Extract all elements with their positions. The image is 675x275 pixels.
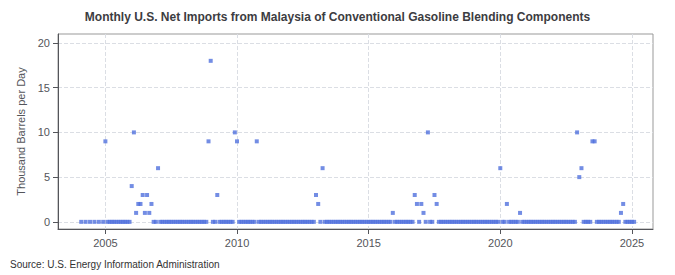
svg-text:Source: U.S. Energy Informatio: Source: U.S. Energy Information Administ… <box>10 259 220 270</box>
svg-text:2020: 2020 <box>488 237 512 249</box>
svg-text:15: 15 <box>38 82 50 94</box>
svg-text:Monthly U.S. Net Imports from: Monthly U.S. Net Imports from Malaysia o… <box>85 10 591 24</box>
svg-text:2005: 2005 <box>93 237 117 249</box>
svg-text:10: 10 <box>38 126 50 138</box>
svg-text:5: 5 <box>44 171 50 183</box>
svg-text:20: 20 <box>38 37 50 49</box>
svg-text:0: 0 <box>44 216 50 228</box>
svg-text:2025: 2025 <box>620 237 644 249</box>
svg-text:2010: 2010 <box>225 237 249 249</box>
svg-text:Thousand Barrels per Day: Thousand Barrels per Day <box>15 67 27 196</box>
svg-text:2015: 2015 <box>356 237 380 249</box>
